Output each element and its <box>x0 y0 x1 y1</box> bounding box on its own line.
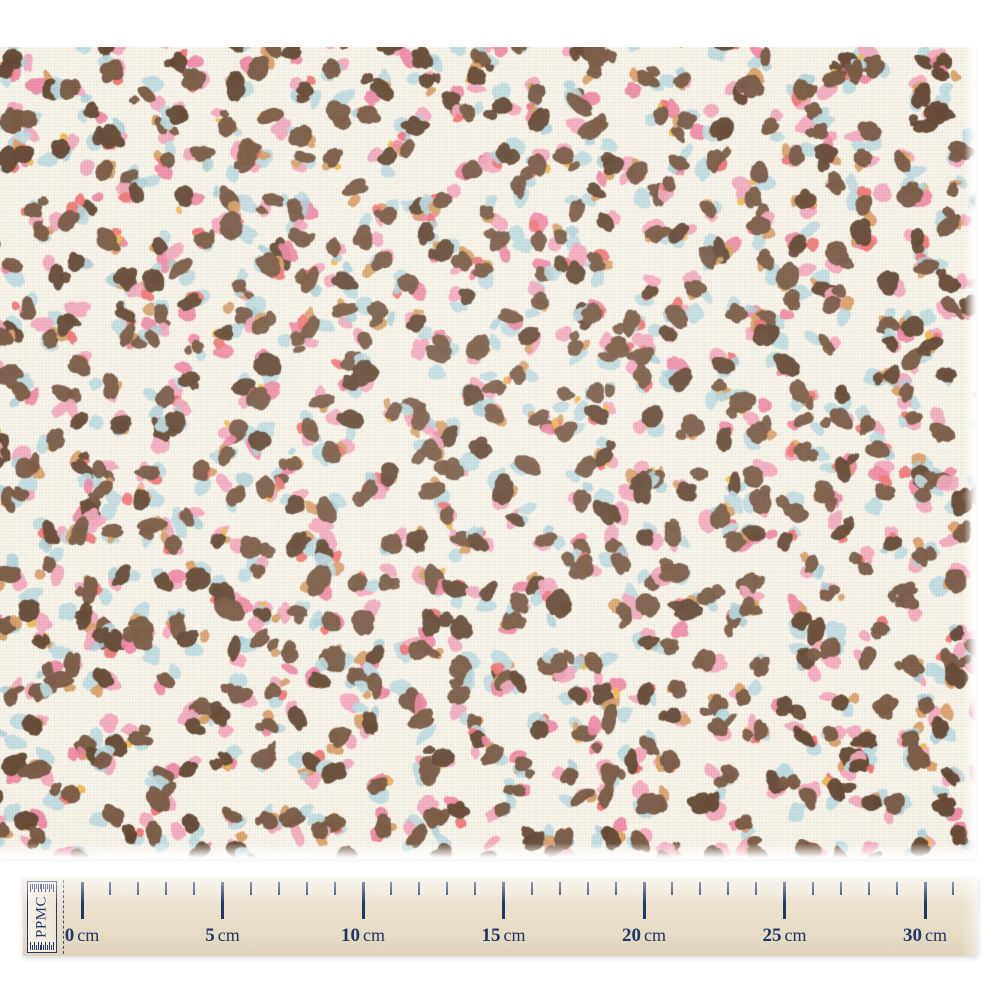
ruler-minor-tick <box>671 882 674 895</box>
measurement-ruler: PPMC 0 cm 5 cm 10 cm 15 cm 20 cm 25 cm 30 cm <box>23 878 978 956</box>
ruler-major-tick <box>80 882 84 919</box>
ruler-minor-tick <box>755 882 758 895</box>
ruler-minor-tick <box>614 882 617 895</box>
ppmc-logo-text: PPMC <box>33 895 50 939</box>
ruler-minor-tick <box>811 882 814 895</box>
ruler-tick-label: 30 cm <box>903 925 947 946</box>
ruler-minor-tick <box>839 882 842 895</box>
ppmc-brand-logo: PPMC <box>27 881 57 953</box>
ruler-tick-label: 0 cm <box>65 925 100 946</box>
ruler-major-tick <box>642 882 646 919</box>
ruler-minor-tick <box>277 882 280 895</box>
fabric-swatch <box>0 47 976 859</box>
ruler-minor-tick <box>305 882 308 895</box>
ruler-minor-tick <box>558 882 561 895</box>
ruler-minor-tick <box>418 882 421 895</box>
ruler-tick-unit: cm <box>77 925 100 945</box>
fabric-pattern-canvas <box>0 47 976 859</box>
ruler-body: PPMC 0 cm 5 cm 10 cm 15 cm 20 cm 25 cm 30 cm <box>23 878 978 956</box>
ruler-tick-value: 20 <box>622 925 641 946</box>
ruler-minor-tick <box>867 882 870 895</box>
ruler-minor-tick <box>474 882 477 895</box>
ruler-tick-unit: cm <box>925 925 947 945</box>
ruler-tick-unit: cm <box>644 925 666 945</box>
ruler-minor-tick <box>390 882 393 895</box>
ruler-major-tick <box>502 882 505 919</box>
ruler-tick-label: 10 cm <box>341 925 385 946</box>
ruler-tick-unit: cm <box>363 925 385 945</box>
ruler-minor-tick <box>727 882 730 895</box>
ruler-minor-tick <box>586 882 589 895</box>
ruler-tick-value: 5 <box>205 925 215 946</box>
ruler-minor-tick <box>530 882 533 895</box>
ruler-minor-tick <box>193 882 196 895</box>
ruler-major-tick <box>221 882 224 919</box>
ruler-minor-tick <box>895 882 898 895</box>
ruler-minor-tick <box>333 882 336 895</box>
ruler-minor-tick <box>165 882 168 895</box>
ruler-major-tick <box>923 882 927 919</box>
ruler-tick-unit: cm <box>784 925 807 945</box>
ruler-tick-value: 0 <box>64 925 75 946</box>
ruler-minor-tick <box>249 882 252 895</box>
ruler-tick-value: 15 <box>481 925 501 946</box>
ppmc-logo-top-ticks <box>30 884 54 893</box>
ruler-right-edge-fade <box>962 878 978 956</box>
ruler-major-tick <box>783 882 786 919</box>
ruler-tick-value: 30 <box>903 925 922 946</box>
ruler-tick-unit: cm <box>217 925 240 945</box>
ruler-minor-tick <box>446 882 449 895</box>
ruler-minor-tick <box>109 882 112 895</box>
ruler-tick-value: 10 <box>341 925 360 946</box>
ruler-major-tick <box>361 882 365 919</box>
ruler-tick-label: 25 cm <box>763 925 807 946</box>
ruler-minor-tick <box>137 882 140 895</box>
ruler-origin-dashed-line <box>63 880 64 954</box>
ruler-tick-label: 15 cm <box>482 925 526 946</box>
ruler-minor-tick <box>952 882 955 895</box>
ruler-tick-label: 20 cm <box>622 925 666 946</box>
ppmc-logo-bottom-ticks <box>30 941 54 950</box>
ruler-minor-tick <box>699 882 702 895</box>
ruler-tick-label: 5 cm <box>205 925 240 946</box>
ruler-tick-unit: cm <box>503 925 526 945</box>
ruler-tick-value: 25 <box>762 925 782 946</box>
